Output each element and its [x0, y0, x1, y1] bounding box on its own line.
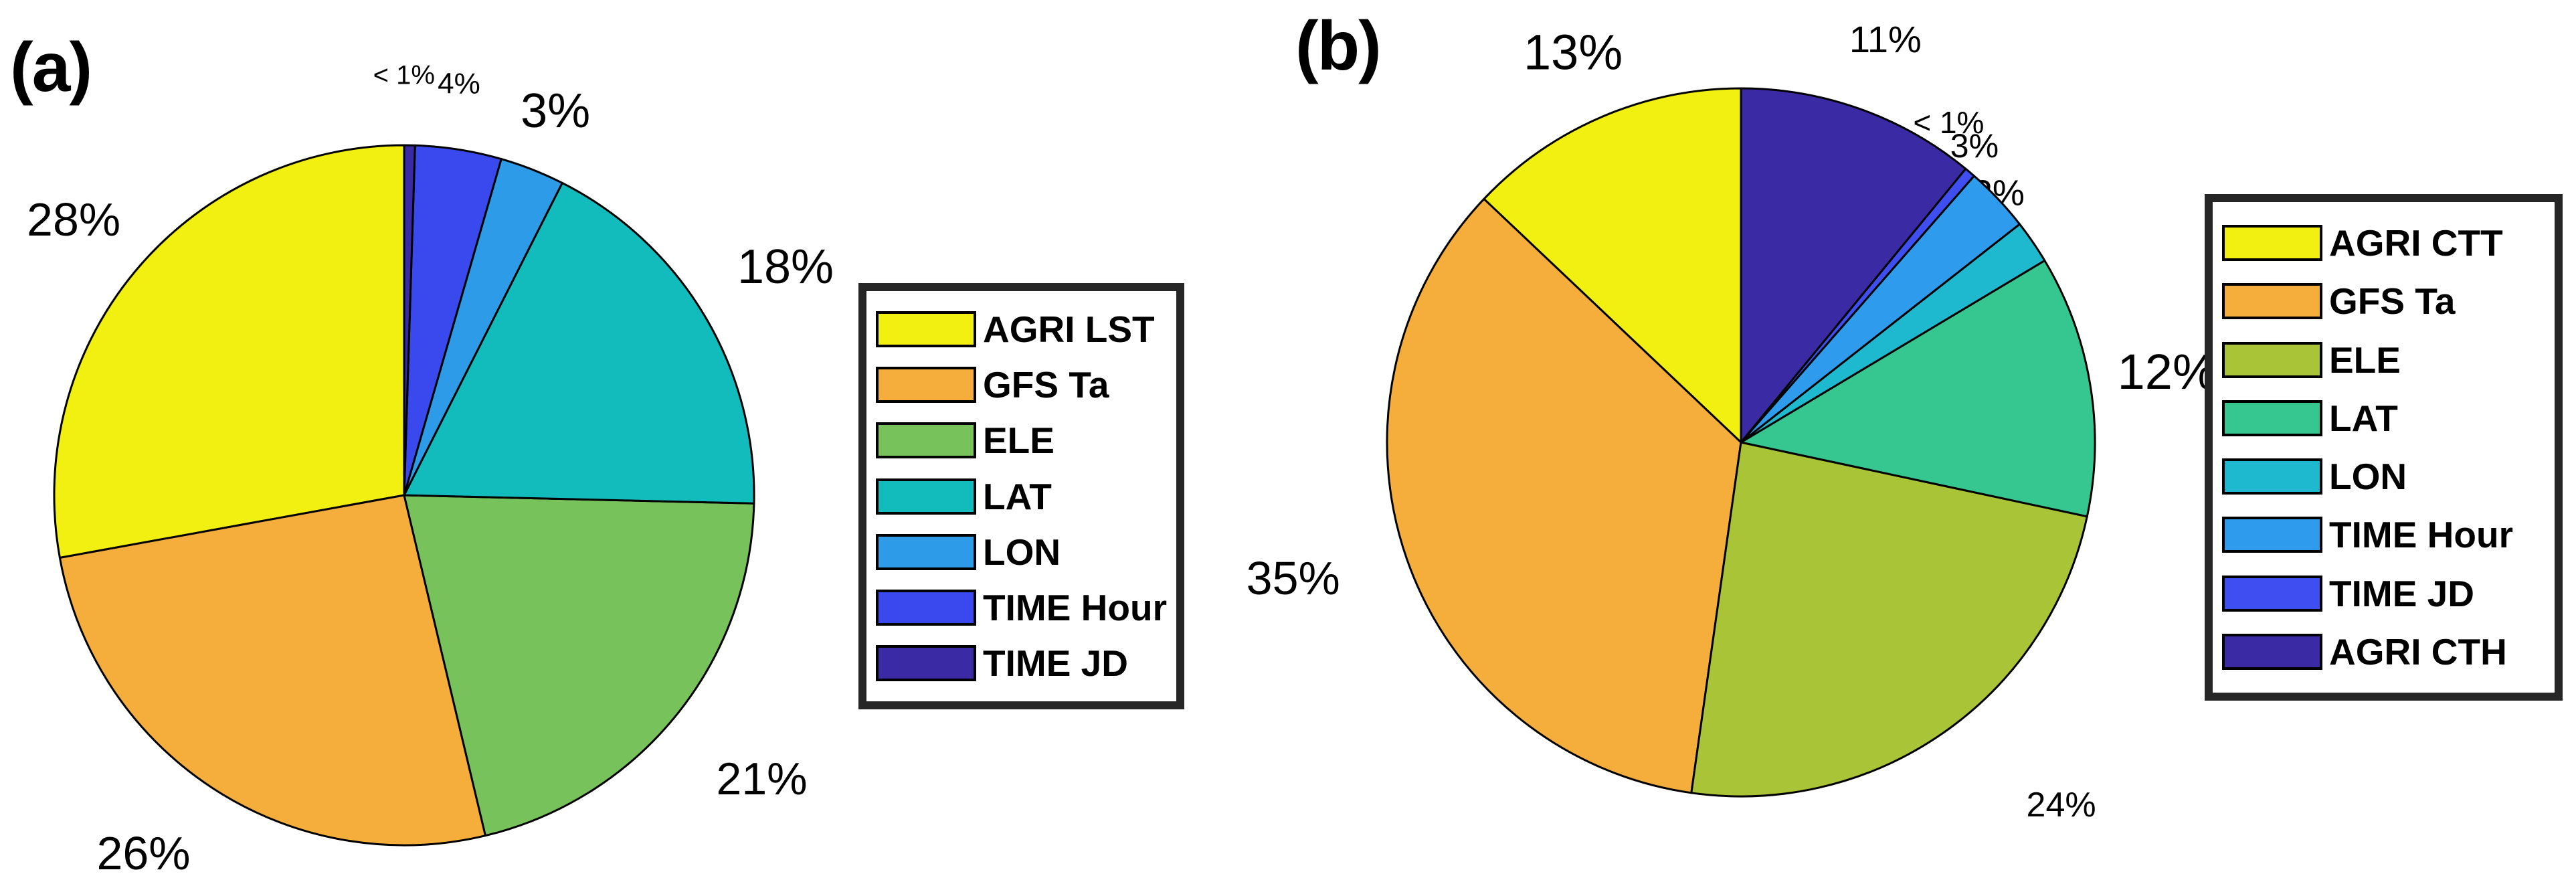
pie-slice-ele [403, 494, 755, 837]
legend-item-time-jd: TIME JD [2222, 572, 2545, 615]
pie-slice-gfs-ta [1386, 197, 1742, 794]
pie-slice-lat [1740, 259, 2096, 518]
legend-swatch-ele [2222, 341, 2322, 378]
legend-swatch-lon [2222, 458, 2322, 495]
pct-label-time-jd: < 1% [1913, 105, 1984, 140]
pct-label-gfs-ta: 26% [96, 827, 190, 879]
pie--a-: 28% 26% 21% 18% 3% 4%< 1% [27, 61, 834, 880]
legend-swatch-lat [2222, 400, 2322, 436]
legend-item-time-hour: TIME Hour [876, 586, 1167, 629]
legend-swatch-time-jd [876, 644, 976, 681]
legend-label-time-hour: TIME Hour [2329, 514, 2513, 556]
legend-item-lat: LAT [2222, 397, 2545, 440]
legend-label-lat: LAT [2329, 397, 2398, 439]
legend-swatch-ele [876, 422, 976, 459]
pie--b-: 13%35%24%12%2%3%< 1%11% [1247, 18, 2217, 824]
pct-label-agri-ctt: 13% [1524, 24, 1623, 80]
panel-b-tag: (b) [1295, 7, 1382, 85]
pie-slice-agri-ctt [1483, 87, 1742, 444]
legend-label-gfs-ta: GFS Ta [2329, 280, 2456, 323]
legend-label-time-jd: TIME JD [2329, 572, 2474, 614]
legend-label-lat: LAT [983, 475, 1052, 517]
legend-item-ele: ELE [2222, 339, 2545, 381]
legend-swatch-gfs-ta [2222, 283, 2322, 320]
pie-slice-agri-lst [53, 144, 405, 559]
pct-label-lat: 18% [737, 240, 834, 294]
legend-label-lon: LON [2329, 456, 2407, 498]
legend-swatch-time-hour [2222, 517, 2322, 553]
legend-panel-a: AGRI LST GFS Ta ELE LAT LON TIME Hour TIME JD [858, 283, 1184, 709]
pie-slice-time-jd [403, 144, 416, 497]
legend-swatch-lat [876, 478, 976, 515]
pct-label-time-jd: < 1% [373, 61, 435, 90]
legend-label-gfs-ta: GFS Ta [983, 364, 1109, 406]
legend-item-time-hour: TIME Hour [2222, 513, 2545, 556]
pct-label-lon: 3% [521, 84, 590, 138]
pie-slice-ele [1690, 441, 2088, 798]
legend-label-ele: ELE [2329, 339, 2401, 381]
pct-label-lat: 12% [2118, 344, 2217, 400]
legend-label-ele: ELE [983, 420, 1054, 462]
legend-swatch-lon [876, 533, 976, 570]
legend-label-time-jd: TIME JD [983, 642, 1128, 684]
legend-item-lon: LON [876, 531, 1167, 574]
legend-label-agri-ctt: AGRI CTT [2329, 222, 2503, 264]
pct-label-agri-lst: 28% [27, 193, 120, 246]
pie-slice-lat [403, 181, 755, 505]
legend-item-lon: LON [2222, 455, 2545, 498]
legend-swatch-agri-lst [876, 311, 976, 348]
legend-label-agri-cth: AGRI CTH [2329, 630, 2507, 673]
pct-label-time-hour: 4% [438, 68, 480, 100]
legend-swatch-agri-ctt [2222, 225, 2322, 262]
legend-item-time-jd: TIME JD [876, 642, 1167, 685]
legend-swatch-time-jd [2222, 575, 2322, 612]
pct-label-ele: 24% [2027, 786, 2096, 824]
pie-slice-agri-cth [1740, 87, 1967, 444]
legend-swatch-time-hour [876, 589, 976, 626]
pct-label-time-hour: 3% [1950, 127, 1999, 165]
legend-item-gfs-ta: GFS Ta [2222, 280, 2545, 323]
pct-label-agri-cth: 11% [1849, 18, 1922, 60]
legend-item-agri-lst: AGRI LST [876, 308, 1167, 351]
legend-swatch-agri-cth [2222, 633, 2322, 670]
legend-label-lon: LON [983, 531, 1061, 573]
legend-item-lat: LAT [876, 475, 1167, 518]
pie-slice-gfs-ta [58, 494, 486, 847]
legend-swatch-gfs-ta [876, 367, 976, 404]
pct-label-ele: 21% [717, 754, 808, 804]
legend-item-agri-ctt: AGRI CTT [2222, 222, 2545, 264]
legend-label-agri-lst: AGRI LST [983, 308, 1155, 351]
legend-item-agri-cth: AGRI CTH [2222, 630, 2545, 673]
legend-item-gfs-ta: GFS Ta [876, 363, 1167, 406]
legend-item-ele: ELE [876, 419, 1167, 462]
pct-label-gfs-ta: 35% [1247, 552, 1340, 604]
legend-panel-b: AGRI CTT GFS Ta ELE LAT LON TIME Hour TIME JD A… [2205, 194, 2563, 701]
legend-label-time-hour: TIME Hour [983, 586, 1167, 628]
panel-a-tag: (a) [10, 29, 92, 106]
